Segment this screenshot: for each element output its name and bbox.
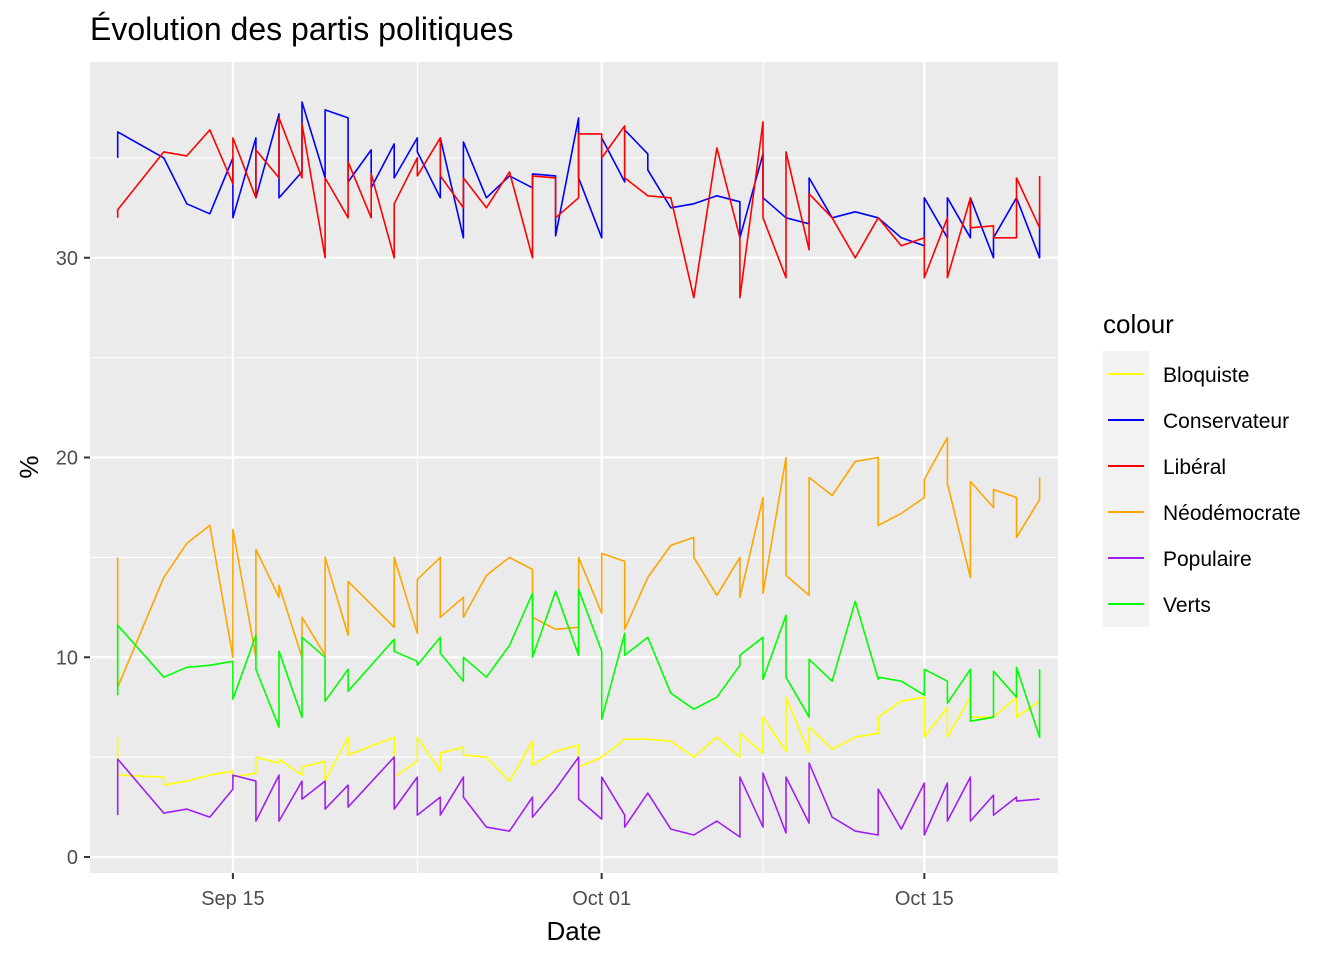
- series-layer: [116, 101, 1041, 838]
- x-axis-title: Date: [547, 916, 602, 946]
- y-tick-label: 20: [56, 448, 78, 470]
- chart-title: Évolution des partis politiques: [90, 11, 513, 47]
- legend-title: colour: [1103, 309, 1174, 339]
- series-line-libéral: [116, 117, 1041, 299]
- legend: colour Bloquiste Conservateur Libéral Néodé…: [1103, 309, 1301, 627]
- legend-label: Néodémocrate: [1163, 502, 1301, 525]
- legend-label: Populaire: [1163, 548, 1252, 571]
- series-line-verts: [116, 588, 1041, 739]
- legend-label: Verts: [1163, 594, 1211, 617]
- series-line-populaire: [116, 756, 1040, 838]
- x-tick-label: Oct 15: [895, 888, 954, 910]
- y-tick-label: 30: [56, 248, 78, 270]
- y-tick-label: 0: [67, 847, 78, 869]
- legend-label: Conservateur: [1163, 410, 1289, 433]
- y-axis-title: %: [14, 455, 44, 478]
- plot-panel: [90, 62, 1058, 873]
- axis-ticks: 0 10 20 30 Sep 15 Oct 01 Oct 15: [56, 248, 954, 910]
- x-tick-label: Oct 01: [572, 888, 631, 910]
- y-tick-label: 10: [56, 647, 78, 669]
- legend-label: Libéral: [1163, 456, 1226, 479]
- series-line-néodémocrate: [116, 436, 1041, 689]
- series-line-bloquiste: [116, 696, 1041, 786]
- legend-label: Bloquiste: [1163, 364, 1249, 387]
- x-tick-label: Sep 15: [201, 888, 264, 910]
- series-line-conservateur: [116, 101, 1041, 259]
